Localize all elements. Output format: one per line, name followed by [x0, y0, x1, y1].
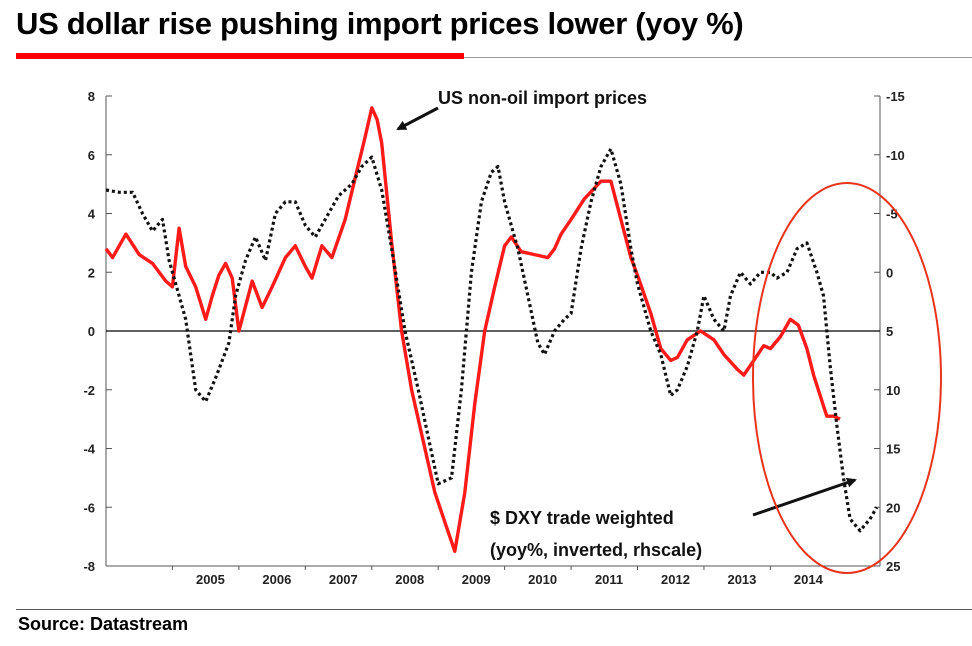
- x-tick-label: 2011: [595, 572, 623, 587]
- left-tick-label: -8: [83, 559, 95, 574]
- x-tick-label: 2009: [462, 572, 491, 587]
- series-layer: [104, 106, 879, 553]
- left-tick-label: -6: [83, 500, 95, 515]
- left-tick-label: 0: [88, 324, 95, 339]
- right-tick-label: 25: [886, 559, 900, 574]
- right-tick-label: 20: [886, 500, 900, 515]
- x-tick-label: 2007: [329, 572, 358, 587]
- annotation-dxy-sub: (yoy%, inverted, rhscale): [490, 540, 702, 560]
- arrow-import-prices: [396, 106, 439, 131]
- x-tick-label: 2005: [196, 572, 225, 587]
- page-title: US dollar rise pushing import prices low…: [16, 6, 744, 41]
- series-line-import-prices: [104, 106, 841, 553]
- right-tick-label: -10: [886, 148, 905, 163]
- source-note: Source: Datastream: [18, 614, 189, 634]
- x-tick-label: 2014: [794, 572, 824, 587]
- right-tick-label: 15: [886, 442, 900, 457]
- left-tick-label: 4: [88, 207, 96, 222]
- highlight-circle: [752, 182, 942, 574]
- right-tick-label: 0: [886, 265, 893, 280]
- right-tick-label: 5: [886, 324, 893, 339]
- title-underline-rule: [464, 57, 972, 58]
- x-tick-label: 2008: [395, 572, 424, 587]
- footer-rule: [16, 609, 972, 610]
- annotation-import-prices: US non-oil import prices: [438, 88, 647, 108]
- arrow-dxy: [752, 477, 857, 517]
- x-tick-label: 2006: [262, 572, 291, 587]
- x-tick-label: 2012: [661, 572, 690, 587]
- left-tick-label: 8: [88, 89, 95, 104]
- title-underline-accent: [16, 53, 464, 59]
- right-tick-label: -15: [886, 89, 905, 104]
- left-tick-label: 6: [88, 148, 95, 163]
- right-tick-label: -5: [886, 207, 898, 222]
- series-line-dxy: [105, 147, 879, 533]
- left-tick-label: 2: [88, 265, 95, 280]
- annotations: US non-oil import prices $ DXY trade wei…: [396, 88, 942, 574]
- x-tick-label: 2010: [528, 572, 557, 587]
- right-tick-label: 10: [886, 383, 900, 398]
- left-tick-label: -2: [83, 383, 95, 398]
- annotation-dxy: $ DXY trade weighted: [490, 508, 674, 528]
- left-tick-label: -4: [83, 442, 95, 457]
- x-tick-label: 2013: [727, 572, 756, 587]
